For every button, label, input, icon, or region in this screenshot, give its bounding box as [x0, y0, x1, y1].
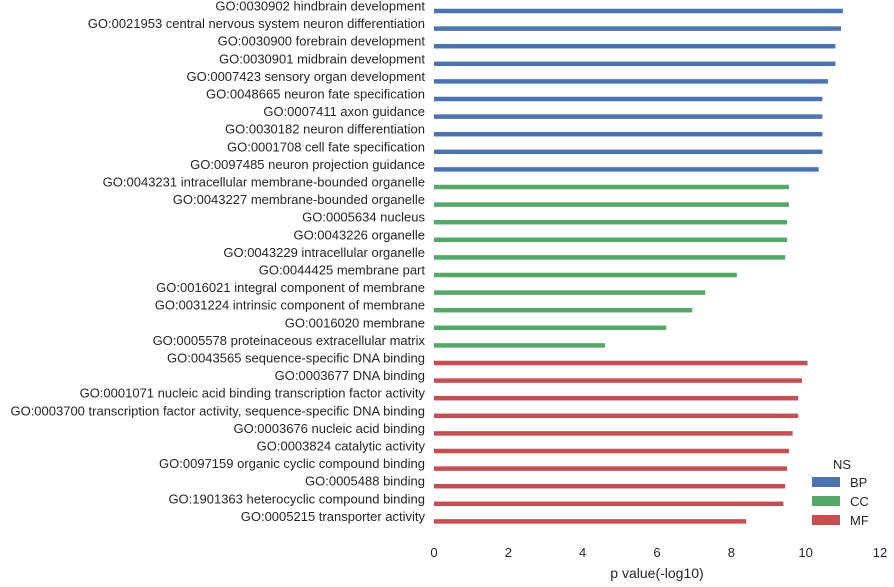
legend-swatch-bp — [812, 477, 840, 487]
legend-swatch-mf — [812, 515, 840, 525]
bar-mf-22 — [434, 395, 799, 401]
x-tick-label: 4 — [579, 545, 586, 560]
category-label: GO:0097485 neuron projection guidance — [190, 157, 425, 172]
bar-bp-9 — [434, 167, 819, 172]
category-label: GO:0016021 integral component of membran… — [156, 280, 425, 295]
legend-label-bp: BP — [850, 475, 867, 490]
bar-cc-15 — [434, 272, 737, 278]
category-label: GO:0005634 nucleus — [302, 210, 425, 225]
bar-bp-0 — [434, 8, 843, 14]
bar-cc-17 — [434, 307, 693, 313]
bar-mf-20 — [434, 360, 808, 366]
category-label: GO:0005215 transporter activity — [241, 509, 426, 524]
category-label: GO:0030900 forebrain development — [218, 34, 426, 49]
bar-bp-2 — [434, 43, 836, 49]
bar-mf-27 — [434, 483, 786, 489]
bar-cc-19 — [434, 343, 605, 348]
x-axis: 0 2 4 6 8 10 12 — [430, 545, 887, 560]
category-label: GO:0003700 transcription factor activity… — [10, 403, 425, 418]
category-label: GO:0005488 binding — [305, 474, 425, 489]
legend-label-cc: CC — [850, 494, 869, 509]
x-tick-label: 12 — [873, 545, 887, 560]
category-label: GO:0044425 membrane part — [259, 263, 426, 278]
category-label: GO:0005578 proteinaceous extracellular m… — [153, 333, 426, 348]
bar-bp-3 — [434, 61, 836, 67]
category-label: GO:0097159 organic cyclic compound bindi… — [159, 456, 425, 471]
category-label: GO:0030901 midbrain development — [219, 51, 425, 66]
category-label: GO:0043229 intracellular organelle — [223, 245, 425, 260]
bar-mf-21 — [434, 378, 802, 383]
bar-bp-1 — [434, 26, 841, 31]
category-label: GO:0021953 central nervous system neuron… — [88, 16, 425, 31]
category-label: GO:0001708 cell fate specification — [227, 139, 425, 154]
x-tick-label: 8 — [728, 545, 735, 560]
x-axis-title: p value(-log10) — [610, 565, 703, 581]
category-label: GO:0001071 nucleic acid binding transcri… — [80, 386, 426, 401]
category-label: GO:0003676 nucleic acid binding — [233, 421, 425, 436]
bar-cc-12 — [434, 219, 788, 225]
bar-cc-13 — [434, 237, 788, 243]
bar-mf-23 — [434, 413, 799, 419]
category-label: GO:0007411 axon guidance — [263, 104, 425, 119]
category-label: GO:0043231 intracellular membrane-bounde… — [103, 175, 425, 190]
bar-cc-10 — [434, 184, 789, 190]
legend: NS BP CC MF — [812, 457, 869, 528]
x-tick-label: 6 — [653, 545, 660, 560]
bar-cc-16 — [434, 290, 706, 295]
bar-cc-11 — [434, 202, 789, 207]
legend-title: NS — [833, 457, 851, 472]
category-label: GO:0003677 DNA binding — [275, 368, 425, 383]
bar-mf-28 — [434, 501, 784, 507]
legend-swatch-cc — [812, 496, 840, 506]
category-label: GO:0003824 catalytic activity — [257, 439, 426, 454]
bar-bp-8 — [434, 149, 823, 155]
legend-label-mf: MF — [850, 513, 869, 528]
bar-bp-7 — [434, 131, 823, 137]
bar-mf-24 — [434, 431, 793, 436]
x-tick-label: 0 — [430, 545, 437, 560]
category-label: GO:0030182 neuron differentiation — [225, 122, 425, 137]
bar-cc-14 — [434, 255, 786, 260]
bar-bp-6 — [434, 114, 823, 119]
category-label: GO:0043226 organelle — [293, 227, 425, 242]
category-label: GO:1901363 heterocyclic compound binding — [168, 491, 425, 506]
bar-bp-5 — [434, 96, 823, 102]
bar-mf-26 — [434, 466, 788, 471]
category-label: GO:0043565 sequence-specific DNA binding — [167, 351, 425, 366]
category-label: GO:0030902 hindbrain development — [215, 0, 425, 14]
bar-mf-29 — [434, 519, 747, 524]
x-tick-label: 2 — [505, 545, 512, 560]
x-tick-label: 10 — [798, 545, 812, 560]
category-label: GO:0007423 sensory organ development — [187, 69, 426, 84]
category-label: GO:0048665 neuron fate specification — [206, 87, 425, 102]
category-label: GO:0016020 membrane — [285, 315, 425, 330]
bar-mf-25 — [434, 448, 789, 454]
bar-bp-4 — [434, 79, 828, 84]
bar-cc-18 — [434, 325, 667, 331]
category-label: GO:0031224 intrinsic component of membra… — [155, 298, 425, 313]
plot-area: GO:0030902 hindbrain development GO:00219… — [10, 0, 843, 524]
category-label: GO:0043227 membrane-bounded organelle — [173, 192, 425, 207]
